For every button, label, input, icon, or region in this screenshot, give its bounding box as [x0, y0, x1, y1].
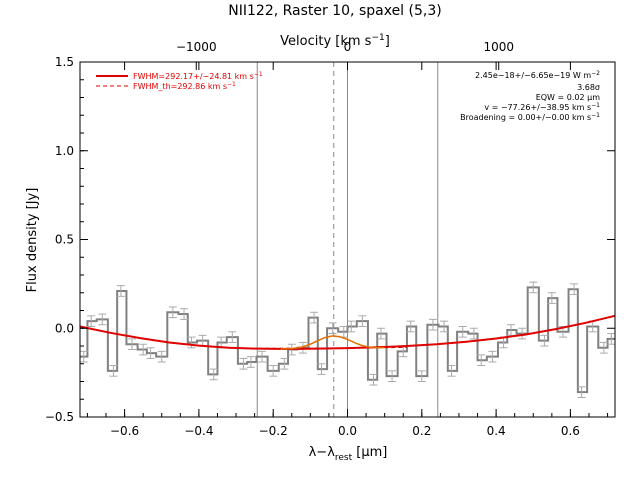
annotation-flux: 2.45e−18+/−6.65e−19 W m−2 — [475, 70, 600, 80]
x-tick-label: −0.2 — [259, 424, 288, 438]
x-tick-label: 0.0 — [338, 424, 357, 438]
legend: FWHM=292.17+/−24.81 km s−1 FWHM_th=292.8… — [96, 71, 263, 91]
x-axis-ticks: −0.6 −0.4 −0.2 0.0 0.2 0.4 0.6 — [86, 62, 609, 438]
continuum-fit-line — [79, 314, 616, 351]
legend-label-fwhm: FWHM=292.17+/−24.81 km s−1 — [133, 71, 263, 81]
annotation-sigma: 3.68σ — [577, 83, 600, 92]
chart-title: NII122, Raster 10, spaxel (5,3) — [228, 3, 441, 19]
y-tick-label: 1.5 — [55, 55, 74, 69]
x-tick-label: 0.2 — [412, 424, 431, 438]
fit-series — [79, 314, 616, 351]
x-tick-label: −0.6 — [110, 424, 139, 438]
x-tick-label: 0.6 — [561, 424, 580, 438]
top-axis-label: Velocity [km s−1] — [280, 33, 390, 49]
top-tick-label: 1000 — [483, 40, 514, 54]
y-tick-label: 0.5 — [55, 233, 74, 247]
y-tick-label: 1.0 — [55, 144, 74, 158]
fit-annotations: 2.45e−18+/−6.65e−19 W m−2 3.68σ EQW = 0.… — [460, 70, 600, 122]
annotation-broadening: Broadening = 0.00+/−0.00 km s−1 — [460, 112, 600, 122]
annotation-velocity: v = −77.26+/−38.95 km s−1 — [484, 102, 600, 112]
legend-label-fwhm-th: FWHM_th=292.86 km s−1 — [133, 81, 236, 91]
y-axis-ticks: −0.5 0.0 0.5 1.0 1.5 — [45, 55, 615, 424]
y-tick-label: −0.5 — [45, 410, 74, 424]
top-tick-label: 0 — [344, 40, 352, 54]
x-axis-label: λ−λrest [μm] — [309, 445, 388, 463]
top-tick-label: −1000 — [176, 40, 217, 54]
spectrum-line — [80, 286, 615, 394]
x-tick-label: 0.4 — [487, 424, 506, 438]
annotation-eqw: EQW = 0.02 μm — [536, 93, 600, 102]
x-tick-label: −0.4 — [184, 424, 213, 438]
y-axis-label: Flux density [Jy] — [25, 188, 40, 293]
top-axis-ticks: −1000 0 1000 — [176, 40, 514, 70]
y-tick-label: 0.0 — [55, 321, 74, 335]
gaussian-fit-line — [280, 335, 385, 350]
